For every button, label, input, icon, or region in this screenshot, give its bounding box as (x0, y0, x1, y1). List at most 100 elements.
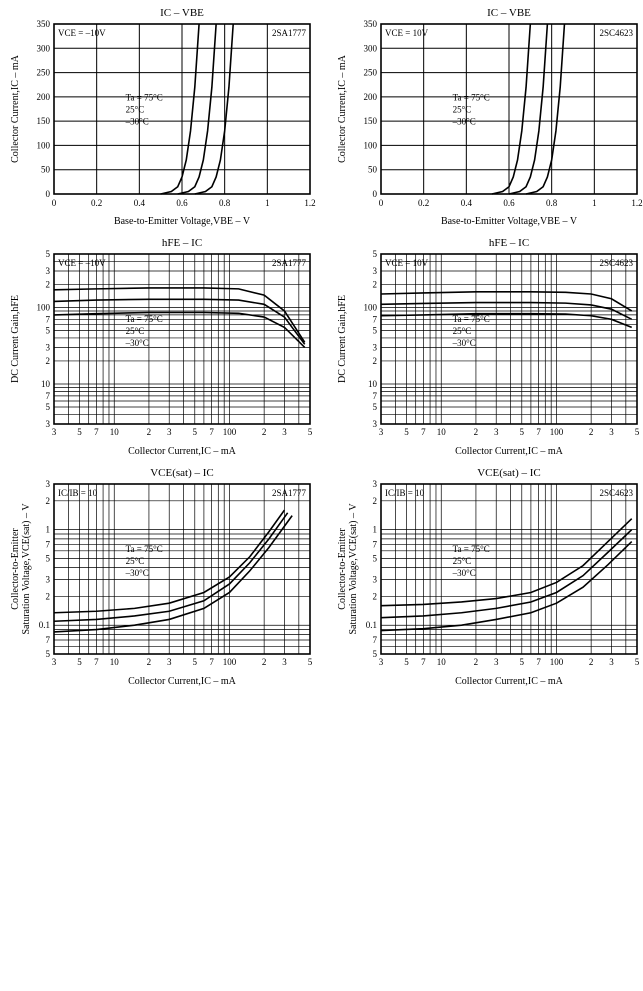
svg-text:VCE = 10V: VCE = 10V (385, 258, 429, 268)
svg-text:IC/IB = 10: IC/IB = 10 (58, 488, 98, 498)
svg-text:2: 2 (46, 496, 51, 506)
svg-text:0.6: 0.6 (176, 198, 188, 208)
svg-text:300: 300 (37, 43, 51, 53)
svg-text:5: 5 (519, 657, 524, 667)
svg-text:25°C: 25°C (452, 326, 471, 336)
svg-text:7: 7 (46, 635, 51, 645)
svg-text:Ta = 75°C: Ta = 75°C (126, 314, 163, 324)
svg-text:10: 10 (110, 657, 120, 667)
svg-text:200: 200 (37, 92, 51, 102)
panel-vcesat-ic-c4623: VCE(sat) – IC357102357100235570.12357123… (333, 466, 643, 690)
svg-text:0.4: 0.4 (134, 198, 146, 208)
svg-text:25°C: 25°C (126, 326, 145, 336)
chart-vcesat-ic-a1777: VCE(sat) – IC357102357100235570.12357123… (6, 466, 316, 690)
svg-text:100: 100 (223, 427, 237, 437)
svg-text:0: 0 (372, 189, 377, 199)
svg-text:3: 3 (372, 575, 377, 585)
svg-text:5: 5 (372, 402, 377, 412)
svg-text:3: 3 (167, 427, 172, 437)
svg-text:2: 2 (473, 657, 478, 667)
svg-text:3: 3 (46, 575, 51, 585)
svg-text:1: 1 (592, 198, 597, 208)
svg-text:7: 7 (94, 427, 99, 437)
svg-text:0.2: 0.2 (91, 198, 102, 208)
svg-text:100: 100 (363, 140, 377, 150)
svg-text:25°C: 25°C (126, 556, 145, 566)
svg-text:2SC4623: 2SC4623 (599, 258, 633, 268)
svg-text:3: 3 (46, 419, 51, 429)
svg-text:50: 50 (41, 165, 51, 175)
svg-text:–30°C: –30°C (451, 338, 475, 348)
panel-ic-vbe-a1777: IC – VBE00.20.40.60.811.2050100150200250… (6, 6, 323, 230)
svg-text:7: 7 (46, 539, 51, 549)
svg-text:2: 2 (46, 591, 51, 601)
svg-text:Ta = 75°C: Ta = 75°C (126, 93, 163, 103)
svg-text:3: 3 (372, 266, 377, 276)
svg-text:–30°C: –30°C (451, 117, 475, 127)
chart-hfe-ic-c4623: hFE – IC357102357100235357102357100235VC… (333, 236, 643, 460)
svg-text:5: 5 (519, 427, 524, 437)
svg-text:Collector-to-Emitter: Collector-to-Emitter (10, 528, 21, 610)
svg-text:–30°C: –30°C (125, 117, 149, 127)
svg-text:0: 0 (52, 198, 57, 208)
svg-text:7: 7 (46, 314, 51, 324)
svg-text:0.8: 0.8 (546, 198, 558, 208)
svg-text:5: 5 (193, 657, 198, 667)
svg-text:–30°C: –30°C (451, 568, 475, 578)
svg-text:5: 5 (634, 427, 639, 437)
svg-text:VCE(sat) – IC: VCE(sat) – IC (150, 467, 214, 479)
svg-text:7: 7 (372, 635, 377, 645)
svg-text:3: 3 (167, 657, 172, 667)
svg-text:Collector Current,IC – mA: Collector Current,IC – mA (128, 446, 237, 457)
svg-text:7: 7 (209, 427, 214, 437)
svg-text:IC/IB = 10: IC/IB = 10 (385, 488, 425, 498)
svg-text:3: 3 (609, 427, 614, 437)
svg-text:7: 7 (536, 427, 541, 437)
svg-text:5: 5 (308, 427, 313, 437)
svg-text:0: 0 (378, 198, 383, 208)
svg-text:100: 100 (363, 302, 377, 312)
svg-text:Saturation Voltage,VCE(sat) –: Saturation Voltage,VCE(sat) – V (21, 503, 32, 635)
svg-text:2: 2 (147, 657, 152, 667)
svg-text:100: 100 (37, 302, 51, 312)
svg-text:Base-to-Emitter Voltage,VBE –: Base-to-Emitter Voltage,VBE – V (440, 216, 577, 227)
svg-text:2SC4623: 2SC4623 (599, 488, 633, 498)
svg-text:5: 5 (404, 657, 409, 667)
svg-text:0.8: 0.8 (219, 198, 231, 208)
svg-text:Collector Current,IC – mA: Collector Current,IC – mA (455, 446, 564, 457)
svg-text:3: 3 (282, 657, 287, 667)
svg-text:0.2: 0.2 (418, 198, 429, 208)
svg-text:3: 3 (378, 657, 383, 667)
svg-text:3: 3 (52, 427, 57, 437)
svg-text:–30°C: –30°C (125, 568, 149, 578)
svg-text:5: 5 (193, 427, 198, 437)
svg-text:3: 3 (372, 419, 377, 429)
svg-text:7: 7 (94, 657, 99, 667)
svg-text:0.1: 0.1 (365, 620, 376, 630)
svg-text:IC – VBE: IC – VBE (160, 7, 204, 19)
svg-text:3: 3 (46, 342, 51, 352)
svg-text:100: 100 (223, 657, 237, 667)
panel-vcesat-ic-a1777: VCE(sat) – IC357102357100235570.12357123… (6, 466, 323, 690)
svg-text:2: 2 (46, 279, 51, 289)
svg-text:250: 250 (363, 68, 377, 78)
svg-text:VCE = 10V: VCE = 10V (385, 28, 429, 38)
svg-text:IC – VBE: IC – VBE (487, 7, 531, 19)
svg-text:350: 350 (37, 19, 51, 29)
svg-text:7: 7 (536, 657, 541, 667)
svg-text:3: 3 (378, 427, 383, 437)
svg-text:Ta = 75°C: Ta = 75°C (126, 544, 163, 554)
svg-text:2: 2 (588, 657, 593, 667)
svg-text:3: 3 (52, 657, 57, 667)
svg-text:3: 3 (372, 342, 377, 352)
svg-text:7: 7 (421, 427, 426, 437)
svg-text:25°C: 25°C (452, 556, 471, 566)
svg-text:0.6: 0.6 (503, 198, 515, 208)
svg-text:5: 5 (308, 657, 313, 667)
svg-text:3: 3 (493, 427, 498, 437)
svg-text:Base-to-Emitter Voltage,VBE –: Base-to-Emitter Voltage,VBE – V (114, 216, 251, 227)
svg-text:2: 2 (46, 356, 51, 366)
svg-text:7: 7 (421, 657, 426, 667)
svg-text:100: 100 (37, 140, 51, 150)
svg-text:Collector-to-Emitter: Collector-to-Emitter (337, 528, 348, 610)
